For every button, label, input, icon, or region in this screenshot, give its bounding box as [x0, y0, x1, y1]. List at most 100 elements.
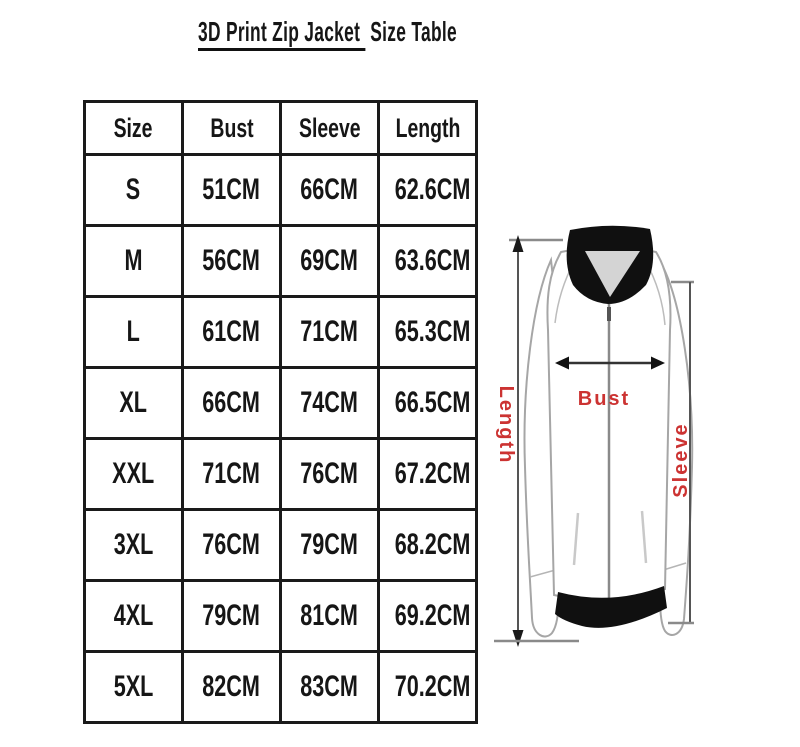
table-row: S 51CM 66CM 62.6CM [83, 153, 478, 227]
size-table-head: Size Bust Sleeve Length [83, 100, 478, 156]
col-header-bust: Bust [181, 100, 282, 156]
cell-length: 66.5CM [377, 366, 478, 440]
cell-length: 65.3CM [377, 295, 478, 369]
cell-size: S [83, 153, 184, 227]
cell-bust: 71CM [181, 437, 282, 511]
table-row: L 61CM 71CM 65.3CM [83, 295, 478, 369]
cell-size: 4XL [83, 579, 184, 653]
page-title: 3D Print Zip Jacket Size Table [198, 16, 457, 51]
cell-bust: 51CM [181, 153, 282, 227]
cell-value: 83CM [300, 670, 359, 703]
col-header-length: Length [377, 100, 478, 156]
cell-sleeve: 74CM [279, 366, 380, 440]
cell-length: 70.2CM [377, 650, 478, 724]
cell-value: 76CM [202, 528, 261, 561]
cell-length: 62.6CM [377, 153, 478, 227]
cell-size: 5XL [83, 650, 184, 724]
cell-value: 79CM [300, 528, 359, 561]
cell-value: 4XL [113, 599, 154, 632]
cell-length: 67.2CM [377, 437, 478, 511]
cell-value: S [126, 173, 141, 206]
cell-sleeve: 81CM [279, 579, 380, 653]
bust-arrow-right [651, 356, 665, 370]
col-header-bust-label: Bust [209, 112, 254, 143]
cell-size: XXL [83, 437, 184, 511]
table-row: M 56CM 69CM 63.6CM [83, 224, 478, 298]
cell-length: 69.2CM [377, 579, 478, 653]
cell-bust: 82CM [181, 650, 282, 724]
cell-value: L [126, 315, 141, 348]
length-arrow-up [512, 235, 524, 252]
col-header-sleeve: Sleeve [279, 100, 380, 156]
cell-size: M [83, 224, 184, 298]
table-row: XXL 71CM 76CM 67.2CM [83, 437, 478, 511]
cell-sleeve: 66CM [279, 153, 380, 227]
cell-size: 3XL [83, 508, 184, 582]
right-pocket-line [640, 510, 648, 564]
cell-bust: 61CM [181, 295, 282, 369]
cell-value: 68.2CM [394, 528, 471, 561]
cell-value: 62.6CM [394, 173, 471, 206]
table-row: 5XL 82CM 83CM 70.2CM [83, 650, 478, 724]
cell-value: 65.3CM [394, 315, 471, 348]
size-table: Size Bust Sleeve Length S 51CM 66CM 62.6CM M… [83, 100, 478, 724]
cell-value: 56CM [202, 244, 261, 277]
table-row: 4XL 79CM 81CM 69.2CM [83, 579, 478, 653]
table-row: 3XL 76CM 79CM 68.2CM [83, 508, 478, 582]
jacket-diagram: Length Bust Sleeve [475, 205, 755, 675]
header-row: Size Bust Sleeve Length [83, 100, 478, 156]
cell-value: 67.2CM [394, 457, 471, 490]
cell-bust: 56CM [181, 224, 282, 298]
cell-value: 71CM [300, 315, 359, 348]
collar-inner-panel [585, 251, 640, 297]
cell-bust: 79CM [181, 579, 282, 653]
cell-value: 66CM [202, 386, 261, 419]
col-header-length-label: Length [395, 112, 460, 143]
length-arrow-down [512, 630, 524, 647]
cell-sleeve: 71CM [279, 295, 380, 369]
cell-size: XL [83, 366, 184, 440]
col-header-size: Size [83, 100, 184, 156]
bust-label: Bust [578, 388, 630, 410]
cell-value: 51CM [202, 173, 261, 206]
cell-sleeve: 76CM [279, 437, 380, 511]
cell-value: 82CM [202, 670, 261, 703]
cell-value: 74CM [300, 386, 359, 419]
cell-value: 61CM [202, 315, 261, 348]
sleeve-label: Sleeve [670, 422, 692, 497]
cell-sleeve: 83CM [279, 650, 380, 724]
cell-size: L [83, 295, 184, 369]
cell-length: 68.2CM [377, 508, 478, 582]
cell-value: 66CM [300, 173, 359, 206]
size-table-body: S 51CM 66CM 62.6CM M 56CM 69CM 63.6CM L 61CM 71CM 6… [83, 153, 478, 724]
col-header-sleeve-label: Sleeve [298, 112, 361, 143]
cell-value: 69.2CM [394, 599, 471, 632]
cell-value: 63.6CM [394, 244, 471, 277]
jacket-illustration: Length Bust Sleeve [494, 225, 694, 647]
cell-sleeve: 79CM [279, 508, 380, 582]
waistband-shape [555, 586, 667, 628]
cell-value: 69CM [300, 244, 359, 277]
cell-value: 70.2CM [394, 670, 471, 703]
cell-value: 3XL [113, 528, 154, 561]
cell-value: XXL [112, 457, 155, 490]
bust-arrow-left [555, 356, 569, 370]
table-row: XL 66CM 74CM 66.5CM [83, 366, 478, 440]
cell-sleeve: 69CM [279, 224, 380, 298]
cell-value: 5XL [113, 670, 154, 703]
left-pocket-line [572, 512, 580, 566]
cell-value: 71CM [202, 457, 261, 490]
cell-bust: 66CM [181, 366, 282, 440]
cell-value: 76CM [300, 457, 359, 490]
cell-value: XL [119, 386, 148, 419]
cell-value: 81CM [300, 599, 359, 632]
cell-value: 79CM [202, 599, 261, 632]
title-suffix: Size Table [365, 16, 457, 47]
title-product-name: 3D Print Zip Jacket [198, 16, 366, 51]
length-label: Length [495, 386, 517, 465]
col-header-size-label: Size [114, 112, 153, 143]
cell-length: 63.6CM [377, 224, 478, 298]
cell-value: M [124, 244, 143, 277]
cell-value: 66.5CM [394, 386, 471, 419]
